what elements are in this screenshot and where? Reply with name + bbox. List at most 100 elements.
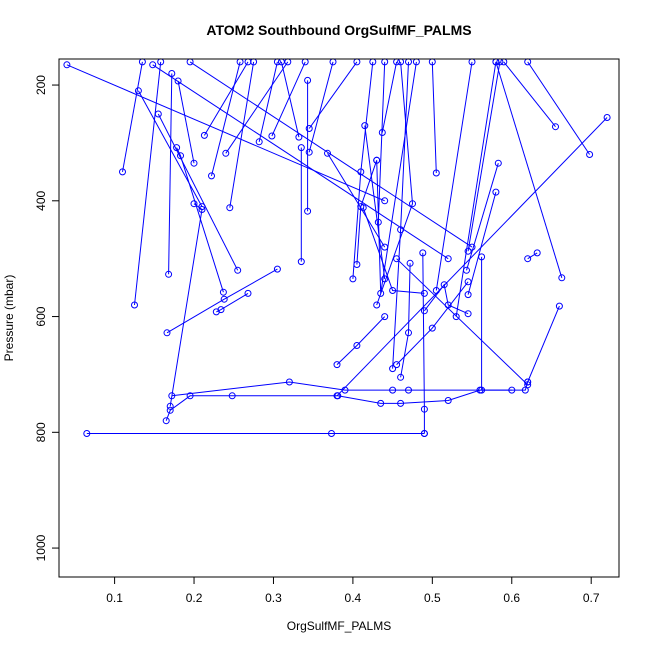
data-point-5-0 <box>165 270 173 278</box>
series-line-33 <box>400 263 411 378</box>
data-point-34-0 <box>419 249 427 257</box>
data-point-34-2 <box>420 430 428 437</box>
data-point-9-0 <box>134 87 142 95</box>
series-line-40 <box>466 163 499 271</box>
data-point-1-3 <box>228 392 236 400</box>
data-point-53-0 <box>393 361 401 369</box>
data-point-51-1 <box>468 243 476 251</box>
y-tick-label-4: 1000 <box>34 534 48 561</box>
data-point-28-0 <box>373 156 381 164</box>
plot-lines <box>66 61 608 434</box>
data-point-44-0 <box>552 123 559 131</box>
x-axis-label: OrgSulfMF_PALMS <box>287 619 391 633</box>
data-point-23-0 <box>305 148 313 156</box>
series-line-22 <box>308 61 358 129</box>
data-point-3-2 <box>190 200 198 208</box>
data-point-21-1 <box>304 207 312 215</box>
data-point-29-0 <box>374 218 382 226</box>
series-line-35 <box>435 61 473 291</box>
data-point-28-1 <box>377 289 385 297</box>
data-point-52-0 <box>333 361 341 369</box>
data-point-17-0 <box>255 138 263 146</box>
data-point-54-2 <box>420 289 428 297</box>
data-point-50-1 <box>444 255 452 263</box>
data-point-3-0 <box>166 402 174 410</box>
data-point-1-0 <box>162 417 170 425</box>
data-point-32-1 <box>397 226 405 234</box>
data-point-46-0 <box>603 114 611 121</box>
series-line-6 <box>134 61 162 306</box>
series-line-9 <box>137 90 203 207</box>
data-point-11-0 <box>174 77 182 85</box>
data-point-54-0 <box>359 204 367 212</box>
x-tick-label-3: 0.4 <box>345 591 362 605</box>
data-point-39-0 <box>464 247 472 255</box>
series-line-5 <box>168 73 173 275</box>
data-point-10-0 <box>154 110 162 118</box>
series-line-48 <box>527 305 560 383</box>
x-tick-label-5: 0.6 <box>503 591 520 605</box>
data-point-41-1 <box>492 188 500 196</box>
data-point-20-1 <box>297 258 305 266</box>
data-point-27-1 <box>381 275 389 283</box>
data-point-53-2 <box>464 278 472 286</box>
series-line-55 <box>396 258 529 386</box>
series-line-8 <box>122 61 143 172</box>
data-point-2-0 <box>168 392 176 400</box>
series-line-18 <box>271 61 306 137</box>
series-line-47 <box>495 61 563 278</box>
data-point-25-1 <box>357 168 365 176</box>
data-point-41-0 <box>464 291 472 299</box>
data-point-24-1 <box>381 243 389 251</box>
data-point-18-0 <box>268 132 276 140</box>
x-tick-label-4: 0.5 <box>424 591 441 605</box>
data-point-13-0 <box>200 131 208 139</box>
series-line-15 <box>225 61 289 154</box>
data-point-42-1 <box>478 386 486 394</box>
data-point-37-0 <box>432 169 440 177</box>
data-point-36-2 <box>444 301 452 309</box>
data-point-31-1 <box>409 200 416 208</box>
data-point-2-1 <box>285 378 293 386</box>
data-point-2-2 <box>341 386 349 394</box>
series-line-23 <box>308 61 334 153</box>
data-point-2-3 <box>389 386 397 394</box>
series-line-25 <box>352 61 374 279</box>
data-point-42-0 <box>478 253 486 261</box>
series-line-29 <box>377 61 386 223</box>
data-point-4-0 <box>163 329 171 337</box>
data-point-36-0 <box>420 307 428 315</box>
series-line-53 <box>396 281 469 365</box>
data-point-55-1 <box>524 381 532 389</box>
series-line-49 <box>66 64 385 202</box>
data-point-16-0 <box>226 204 234 212</box>
data-point-20-0 <box>297 144 305 152</box>
series-line-26 <box>356 160 378 265</box>
series-line-11 <box>177 80 195 164</box>
data-point-1-5 <box>377 399 385 407</box>
y-tick-label-1: 400 <box>34 190 48 210</box>
data-point-36-3 <box>464 310 472 318</box>
series-line-7 <box>216 292 249 313</box>
data-point-52-2 <box>381 313 389 321</box>
x-axis: 0.1 0.2 0.3 0.4 0.5 0.6 0.7 <box>106 577 600 605</box>
data-point-35-0 <box>432 287 440 294</box>
data-point-12-1 <box>177 152 184 160</box>
series-line-14 <box>211 61 241 177</box>
data-point-26-0 <box>353 261 361 268</box>
data-point-25-0 <box>349 275 357 283</box>
data-point-31-0 <box>373 301 381 309</box>
data-point-47-0 <box>558 274 566 282</box>
data-point-9-1 <box>198 203 206 211</box>
data-point-48-0 <box>555 302 563 310</box>
data-point-12-0 <box>173 144 181 152</box>
data-point-7-1 <box>217 306 225 314</box>
data-point-43-0 <box>533 249 541 257</box>
series-line-3 <box>169 203 203 407</box>
data-point-3-1 <box>198 206 206 213</box>
data-point-1-7 <box>444 397 452 404</box>
y-axis: 200 400 600 800 1000 <box>34 75 59 561</box>
series-line-54 <box>362 207 425 294</box>
data-point-40-0 <box>463 266 470 274</box>
